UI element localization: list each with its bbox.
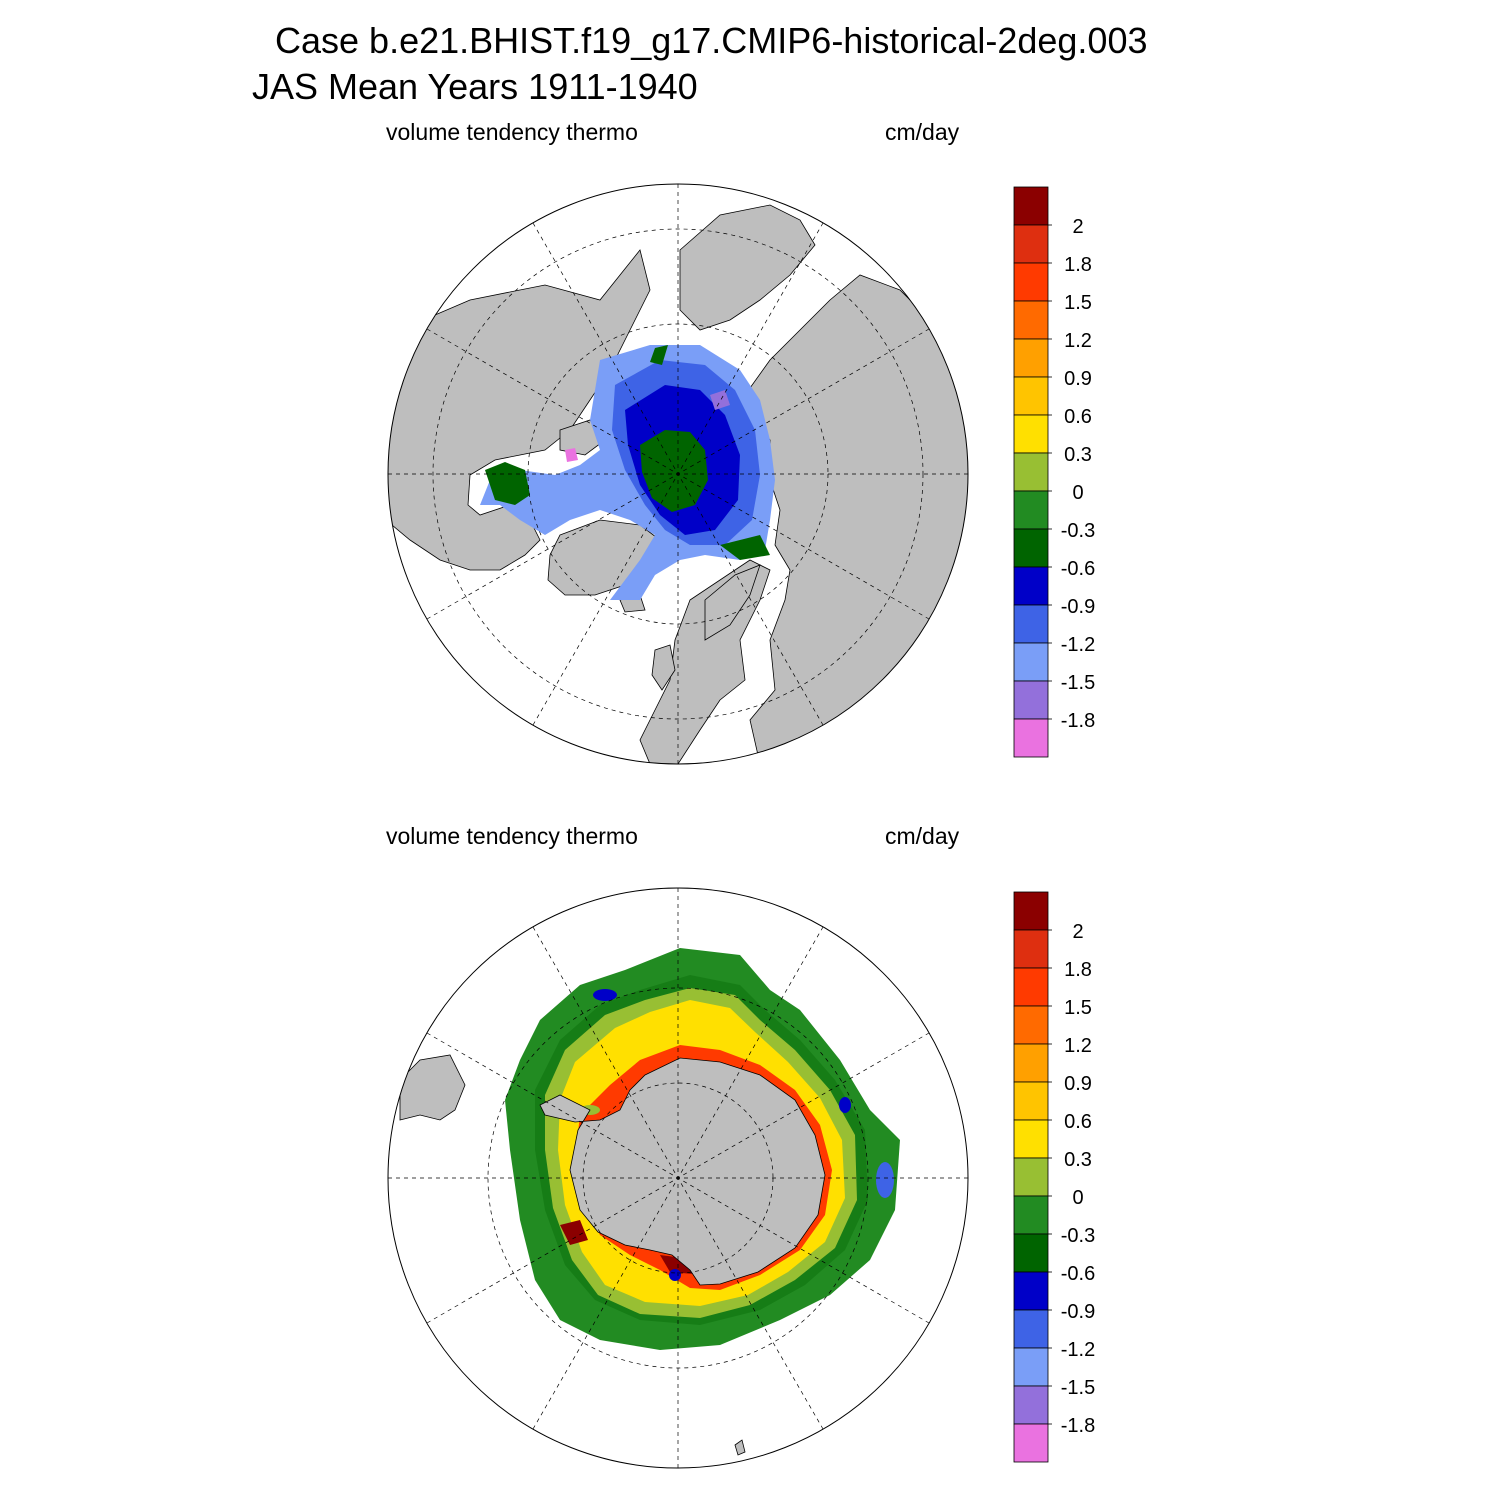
figure-title-case: Case b.e21.BHIST.f19_g17.CMIP6-historica… — [275, 20, 1148, 61]
arctic-colorbar-tick-label: -0.6 — [1061, 558, 1095, 580]
arctic-colorbar-tick-label: -0.3 — [1061, 520, 1095, 542]
antarctic-colorbar-box — [1013, 1119, 1049, 1159]
antarctic-colorbar-box — [1013, 929, 1049, 969]
arctic-colorbar-box — [1013, 414, 1049, 454]
arctic-colorbar-tick-label: -1.2 — [1061, 634, 1095, 656]
antarctic-colorbar-box — [1013, 1195, 1049, 1235]
antarctic-colorbar-box — [1013, 1043, 1049, 1083]
arctic-colorbar-tick-label: 1.8 — [1064, 254, 1092, 276]
antarctic-colorbar-tick-label: 2 — [1072, 921, 1083, 943]
antarctic-colorbar-tick-label: -0.3 — [1061, 1225, 1095, 1247]
arctic-colorbar-tick-label: 0.3 — [1064, 444, 1092, 466]
arctic-colorbar-box — [1013, 452, 1049, 492]
antarctic-colorbar-tick-label: 0.3 — [1064, 1149, 1092, 1171]
antarctic-colorbar-box — [1013, 1081, 1049, 1121]
arctic-colorbar-box — [1013, 528, 1049, 568]
arctic-map-border — [387, 183, 969, 765]
arctic-colorbar-box — [1013, 376, 1049, 416]
arctic-colorbar-tick-label: 1.2 — [1064, 330, 1092, 352]
arctic-colorbar-box — [1013, 604, 1049, 644]
antarctic-colorbar-tick-label: -1.8 — [1061, 1415, 1095, 1437]
arctic-colorbar-tick-label: -1.5 — [1061, 672, 1095, 694]
arctic-colorbar-box — [1013, 718, 1049, 758]
antarctic-colorbar-box — [1013, 1385, 1049, 1425]
antarctic-colorbar-tick-label: 0 — [1072, 1187, 1083, 1209]
antarctic-colorbar-box — [1013, 1005, 1049, 1045]
arctic-colorbar-box — [1013, 490, 1049, 530]
antarctic-colorbar-tick-label: 1.5 — [1064, 997, 1092, 1019]
arctic-colorbar-tick-label: 0.6 — [1064, 406, 1092, 428]
arctic-variable-label: volume tendency thermo — [386, 119, 638, 145]
antarctic-units-label: cm/day — [885, 823, 960, 849]
antarctic-colorbar-box — [1013, 891, 1049, 931]
antarctic-graticule — [388, 888, 968, 1468]
arctic-colorbar-box — [1013, 300, 1049, 340]
arctic-ice-field — [480, 345, 775, 600]
antarctic-colorbar-box — [1013, 1157, 1049, 1197]
antarctic-colorbar-tick-label: 0.9 — [1064, 1073, 1092, 1095]
arctic-colorbar-box — [1013, 186, 1049, 226]
arctic-colorbar-box — [1013, 338, 1049, 378]
antarctic-colorbar-tick-label: -1.2 — [1061, 1339, 1095, 1361]
antarctic-colorbar: 2 1.8 1.5 1.2 0.9 0.6 0.3 0 -0.3 -0.6 -0.9 -1.2 -1.5… — [1013, 891, 1095, 1463]
antarctic-colorbar-box — [1013, 1423, 1049, 1463]
arctic-map — [387, 183, 969, 765]
antarctic-colorbar-box — [1013, 1233, 1049, 1273]
antarctic-variable-label: volume tendency thermo — [386, 823, 638, 849]
antarctic-colorbar-tick-label: 0.6 — [1064, 1111, 1092, 1133]
antarctic-colorbar-tick-label: -0.6 — [1061, 1263, 1095, 1285]
antarctic-colorbar-tick-label: 1.8 — [1064, 959, 1092, 981]
antarctic-colorbar-tick-label: 1.2 — [1064, 1035, 1092, 1057]
arctic-colorbar: 2 1.8 1.5 1.2 0.9 0.6 0.3 0 -0.3 -0.6 -0.9 -1.2 -1.5… — [1013, 186, 1095, 758]
arctic-colorbar-tick-label: -1.8 — [1061, 710, 1095, 732]
arctic-colorbar-box — [1013, 680, 1049, 720]
arctic-graticule — [388, 184, 968, 764]
antarctic-map — [387, 887, 969, 1469]
antarctic-colorbar-box — [1013, 1347, 1049, 1387]
arctic-colorbar-tick-label: -0.9 — [1061, 596, 1095, 618]
antarctic-colorbar-tick-label: -1.5 — [1061, 1377, 1095, 1399]
arctic-colorbar-tick-label: 1.5 — [1064, 292, 1092, 314]
arctic-colorbar-tick-label: 2 — [1072, 216, 1083, 238]
arctic-units-label: cm/day — [885, 119, 960, 145]
arctic-colorbar-box — [1013, 224, 1049, 264]
arctic-colorbar-box — [1013, 642, 1049, 682]
antarctic-colorbar-box — [1013, 1271, 1049, 1311]
arctic-colorbar-tick-label: 0.9 — [1064, 368, 1092, 390]
antarctic-map-border — [387, 887, 969, 1469]
arctic-colorbar-box — [1013, 566, 1049, 606]
antarctic-land — [399, 1054, 826, 1456]
antarctic-colorbar-box — [1013, 967, 1049, 1007]
arctic-colorbar-box — [1013, 262, 1049, 302]
figure-title-period: JAS Mean Years 1911-1940 — [252, 66, 698, 107]
antarctic-colorbar-box — [1013, 1309, 1049, 1349]
antarctic-colorbar-tick-label: -0.9 — [1061, 1301, 1095, 1323]
arctic-colorbar-tick-label: 0 — [1072, 482, 1083, 504]
